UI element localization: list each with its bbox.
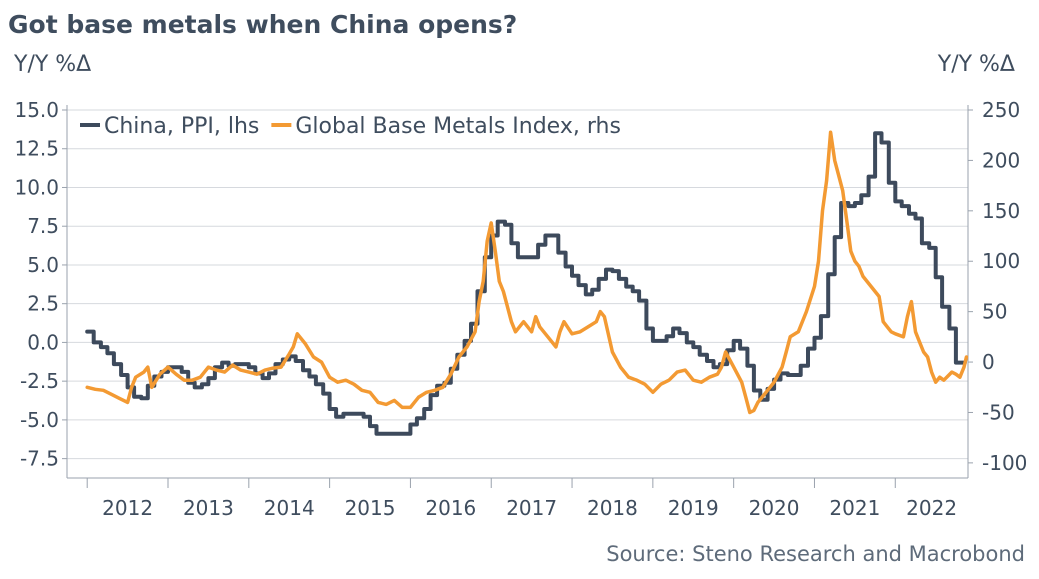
left-axis-tick-label: 5.0 [27,253,59,277]
x-axis-tick-label: 2022 [906,496,957,520]
right-axis-title: Y/Y %Δ [937,52,1015,77]
left-axis-tick-label: 10.0 [14,175,59,199]
legend-label-base-metals: Global Base Metals Index, rhs [295,114,621,139]
source-note: Source: Steno Research and Macrobond [606,542,1025,566]
x-axis-tick-label: 2015 [345,496,396,520]
left-axis-tick-label: -7.5 [20,447,59,471]
x-axis-tick-label: 2014 [264,496,315,520]
x-axis-tick-label: 2021 [829,496,880,520]
left-axis-title: Y/Y %Δ [14,52,92,77]
right-axis-tick-label: 0 [982,350,995,374]
right-axis-tick-label: 150 [982,199,1020,223]
left-axis-tick-label: 15.0 [14,98,59,122]
left-axis-tick-label: 12.5 [14,137,59,161]
left-axis-tick-label: 7.5 [27,214,59,238]
right-axis-tick-label: 50 [982,300,1007,324]
x-axis-tick-label: 2016 [425,496,476,520]
right-axis-tick-label: 250 [982,98,1020,122]
right-axis-tick-label: -100 [982,451,1027,475]
left-axis-tick-label: -2.5 [20,369,59,393]
legend-label-china-ppi: China, PPI, lhs [104,114,259,139]
right-axis-tick-label: 200 [982,148,1020,172]
left-axis-tick-label: -5.0 [20,408,59,432]
x-axis-tick-label: 2012 [102,496,153,520]
china-ppi-line [85,131,967,436]
left-axis-tick-label: 2.5 [27,292,59,316]
x-axis-tick-label: 2018 [587,496,638,520]
x-axis-tick-label: 2013 [183,496,234,520]
base-metals-index-line [85,130,969,415]
x-axis-tick-label: 2019 [668,496,719,520]
x-axis-tick-label: 2017 [506,496,557,520]
right-axis-tick-label: -50 [982,400,1015,424]
right-axis-tick-label: 100 [982,249,1020,273]
chart-title: Got base metals when China opens? [8,10,518,39]
left-axis-tick-label: 0.0 [27,330,59,354]
x-axis-tick-label: 2020 [749,496,800,520]
